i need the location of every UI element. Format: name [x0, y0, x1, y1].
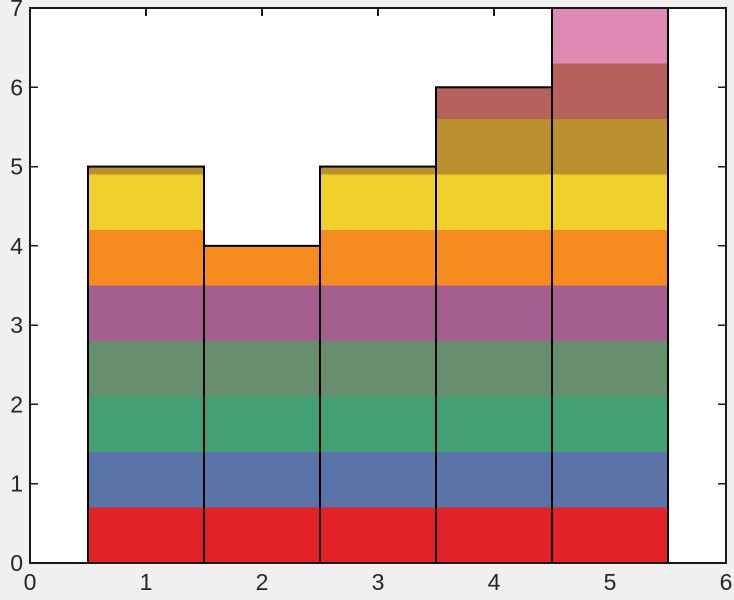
x-tick-label: 0: [24, 569, 37, 595]
bar-band: [552, 8, 668, 64]
bar-band: [552, 396, 668, 452]
bar-band: [320, 341, 436, 397]
bar-band: [88, 452, 204, 508]
x-tick-label: 2: [256, 569, 269, 595]
bar-band: [436, 87, 552, 119]
x-tick-label: 1: [140, 569, 153, 595]
bar-band: [88, 166, 204, 175]
bar-band: [436, 452, 552, 508]
bar-band: [204, 452, 320, 508]
bar-band: [320, 174, 436, 230]
x-tick-label: 6: [720, 569, 733, 595]
bar-band: [436, 285, 552, 341]
bar-band: [88, 341, 204, 397]
bar-band: [552, 452, 668, 508]
bar-band: [552, 285, 668, 341]
y-tick-label: 6: [10, 74, 23, 100]
y-tick-label: 2: [10, 391, 23, 417]
bar-band: [436, 174, 552, 230]
bar-band: [204, 285, 320, 341]
bar-band: [204, 341, 320, 397]
bar-band: [552, 230, 668, 286]
bar-band: [436, 507, 552, 563]
x-tick-label: 3: [372, 569, 385, 595]
bar-band: [436, 341, 552, 397]
bar-band: [436, 119, 552, 175]
bar-band: [204, 396, 320, 452]
bar-band: [552, 119, 668, 175]
bar-band: [320, 166, 436, 175]
y-tick-label: 0: [10, 550, 23, 576]
bar-band: [320, 285, 436, 341]
bar-band: [204, 245, 320, 286]
bar-band: [88, 230, 204, 286]
bar-band: [88, 174, 204, 230]
bar-band: [436, 230, 552, 286]
y-tick-label: 5: [10, 154, 23, 180]
x-tick-label: 5: [604, 569, 617, 595]
axis-box: [29, 7, 727, 564]
bar-band: [436, 396, 552, 452]
bar-band: [552, 341, 668, 397]
bar-band: [320, 396, 436, 452]
y-tick-label: 1: [10, 471, 23, 497]
bar-band: [320, 452, 436, 508]
bar-band: [88, 396, 204, 452]
bar-band: [552, 174, 668, 230]
y-tick-label: 3: [10, 312, 23, 338]
bar-band: [204, 507, 320, 563]
y-tick-label: 7: [10, 0, 23, 21]
bar-band: [88, 507, 204, 563]
bar-band: [552, 507, 668, 563]
bar-band: [552, 63, 668, 119]
bar-band: [88, 285, 204, 341]
x-tick-label: 4: [488, 569, 501, 595]
bar-band: [320, 230, 436, 286]
bar-band: [320, 507, 436, 563]
y-tick-label: 4: [10, 233, 23, 259]
